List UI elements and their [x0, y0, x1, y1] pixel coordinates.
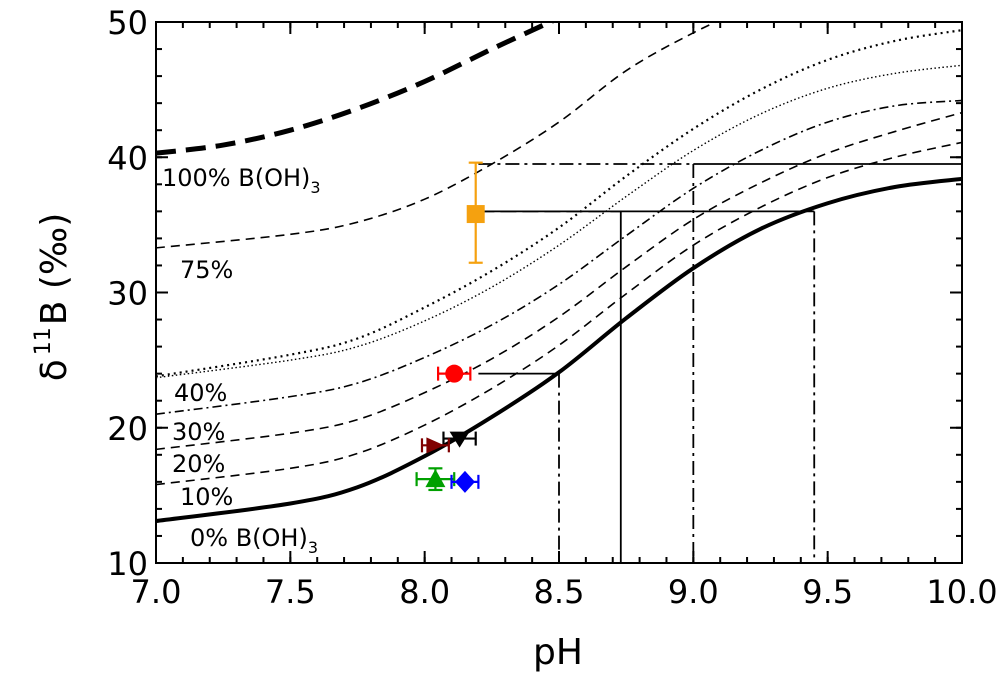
- data-point-circle: [437, 364, 472, 383]
- curve-label-7: 100% B(OH)3: [162, 164, 321, 197]
- data-point-triangle-up: [415, 467, 456, 492]
- curve-label-6: 75%: [180, 256, 233, 284]
- curve-labels-layer: 0% B(OH)3 10% 20% 30% 40% 75% 100% B(OH)3: [162, 164, 321, 557]
- data-point-square: [466, 161, 485, 264]
- curve-label-2: 20%: [172, 450, 225, 478]
- curve-label-4: 40%: [174, 379, 227, 407]
- y-tick-label: 30: [107, 275, 148, 313]
- y-axis-title: δ 11B (‰): [31, 213, 75, 382]
- data-point-triangle-right: [420, 437, 450, 454]
- x-tick-label: 8.5: [534, 573, 585, 611]
- y-tick-label: 20: [107, 410, 148, 448]
- marker-triangle-right: [426, 437, 445, 454]
- curve-20: [156, 111, 962, 451]
- x-tick-label: 9.5: [802, 573, 853, 611]
- y-tick-label: 50: [107, 4, 148, 42]
- y-tick-label: 10: [107, 545, 148, 583]
- marker-circle: [445, 364, 464, 383]
- curve-unlabeled-5: [156, 29, 962, 378]
- x-tick-label: 9.0: [668, 573, 719, 611]
- x-tick-label: 10.0: [926, 573, 997, 611]
- curve-30: [156, 99, 962, 416]
- data-point-diamond: [450, 470, 480, 493]
- guide-lines-layer: [478, 163, 962, 563]
- curves-layer: [156, 22, 962, 524]
- ticks-layer: 7.0 7.5 8.0 8.5 9.0 9.5 10.0 10 20 30 40 50: [107, 4, 997, 611]
- marker-square: [466, 205, 485, 224]
- x-tick-label: 7.5: [265, 573, 316, 611]
- curve-10: [156, 141, 962, 486]
- y-axis-title-main: B (‰): [34, 213, 75, 326]
- y-axis-title-superscript: 11: [31, 327, 56, 355]
- marker-diamond: [454, 470, 475, 493]
- x-tick-label: 7.0: [131, 573, 182, 611]
- curve-label-0: 0% B(OH)3: [190, 524, 318, 557]
- marker-triangle-up: [425, 469, 446, 488]
- marker-triangle-down: [449, 431, 470, 448]
- x-axis-title: pH: [533, 632, 583, 673]
- y-tick-label: 40: [107, 139, 148, 177]
- curve-100boh: [156, 22, 557, 156]
- data-points-layer: [415, 161, 485, 493]
- curve-label-1: 10%: [180, 483, 233, 511]
- curve-label-3: 30%: [172, 418, 225, 446]
- y-axis-title-delta: δ: [34, 359, 75, 381]
- curve-40: [156, 64, 962, 379]
- curve-0boh: [156, 176, 962, 524]
- x-tick-label: 8.0: [399, 573, 450, 611]
